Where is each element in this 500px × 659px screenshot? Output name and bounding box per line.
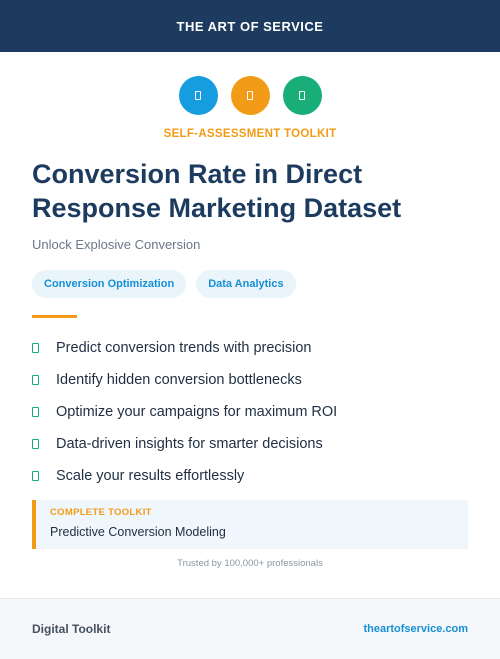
document-icon xyxy=(282,76,322,115)
trusted-note: Trusted by 100,000+ professionals xyxy=(177,558,323,569)
callout-value: Predictive Conversion Modeling xyxy=(50,525,226,539)
document-icon xyxy=(178,76,218,115)
header-bar: THE ART OF SERVICE xyxy=(0,0,500,52)
document-icon xyxy=(230,76,270,115)
list-item: Data-driven insights for smarter decisio… xyxy=(32,428,472,460)
website-link[interactable]: theartofservice.com xyxy=(363,623,468,635)
icon-row xyxy=(0,76,500,115)
footer-label: Digital Toolkit xyxy=(32,622,111,636)
tag-list: Conversion Optimization Data Analytics xyxy=(32,270,296,298)
list-item: Predict conversion trends with precision xyxy=(32,332,472,364)
toolkit-callout: COMPLETE TOOLKIT Predictive Conversion M… xyxy=(32,500,468,549)
eyebrow-label: SELF-ASSESSMENT TOOLKIT xyxy=(163,128,337,140)
feature-text: Optimize your campaigns for maximum ROI xyxy=(56,404,338,420)
brand-title: THE ART OF SERVICE xyxy=(176,18,324,34)
page-subtitle: Unlock Explosive Conversion xyxy=(32,237,201,252)
feature-list: Predict conversion trends with precision… xyxy=(32,332,472,492)
feature-text: Identify hidden conversion bottlenecks xyxy=(56,372,302,388)
accent-divider xyxy=(32,315,77,318)
callout-label: COMPLETE TOOLKIT xyxy=(50,507,152,518)
check-icon xyxy=(32,375,39,385)
feature-text: Scale your results effortlessly xyxy=(56,468,245,484)
footer-bar: Digital Toolkit theartofservice.com xyxy=(0,598,500,659)
list-item: Optimize your campaigns for maximum ROI xyxy=(32,396,472,428)
list-item: Scale your results effortlessly xyxy=(32,460,472,492)
check-icon xyxy=(32,439,39,449)
check-icon xyxy=(32,343,39,353)
tag-conversion-optimization[interactable]: Conversion Optimization xyxy=(32,270,187,298)
page-title: Conversion Rate in Direct Response Marke… xyxy=(32,159,402,223)
feature-text: Predict conversion trends with precision xyxy=(56,340,312,356)
check-icon xyxy=(32,471,39,481)
feature-text: Data-driven insights for smarter decisio… xyxy=(56,436,323,452)
list-item: Identify hidden conversion bottlenecks xyxy=(32,364,472,396)
check-icon xyxy=(32,407,39,417)
tag-data-analytics[interactable]: Data Analytics xyxy=(196,270,296,298)
